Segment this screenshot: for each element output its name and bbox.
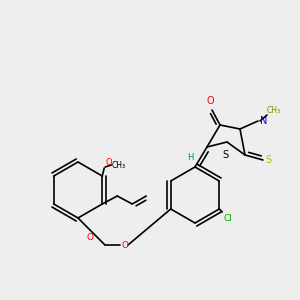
Text: CH₃: CH₃ [111,160,125,169]
Text: Cl: Cl [223,214,232,223]
Text: N: N [260,116,267,126]
Text: O: O [206,96,214,106]
Text: O: O [86,233,94,242]
Text: O: O [105,158,112,167]
Text: CH₃: CH₃ [267,106,281,115]
Text: S: S [222,150,228,160]
Text: S: S [265,155,271,165]
Text: O: O [122,241,129,250]
Text: H: H [187,152,193,161]
